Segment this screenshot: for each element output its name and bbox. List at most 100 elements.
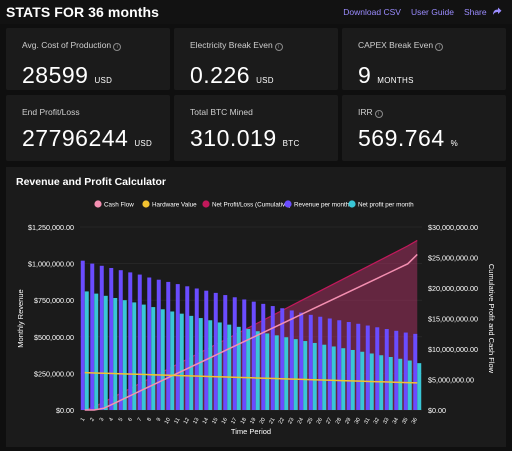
- legend-marker: [202, 200, 210, 208]
- net-profit-bar: [265, 333, 270, 410]
- y-tick-label: $250,000.00: [34, 369, 74, 378]
- net-profit-bar: [293, 339, 298, 410]
- stat-label: Avg. Cost of Production: [22, 40, 112, 50]
- x-tick-label: 17: [230, 417, 238, 425]
- x-tick-label: 22: [278, 417, 286, 425]
- stat-card-avg-cost: Avg. Cost of Production i 28599 USD: [6, 28, 170, 90]
- revenue-bar: [403, 332, 408, 410]
- revenue-bar: [280, 308, 285, 410]
- x-tick-label: 5: [118, 417, 125, 423]
- user-guide-link[interactable]: User Guide: [410, 6, 454, 17]
- net-profit-bar: [189, 315, 194, 410]
- x-tick-label: 21: [268, 417, 276, 425]
- legend-label: Net profit per month: [358, 202, 414, 209]
- net-profit-bar: [407, 360, 412, 410]
- net-profit-bar: [141, 304, 146, 410]
- net-profit-bar: [217, 322, 222, 410]
- revenue-bar: [156, 279, 161, 410]
- download-csv-link[interactable]: Download CSV: [343, 6, 401, 17]
- revenue-bar: [90, 263, 95, 410]
- stat-card-capex-break-even: CAPEX Break Even i 9 MONTHS: [342, 28, 506, 90]
- stat-label: CAPEX Break Even: [358, 40, 434, 50]
- revenue-bar: [346, 322, 351, 410]
- legend-marker: [142, 200, 150, 208]
- stat-unit: USD: [256, 76, 274, 85]
- revenue-bar: [308, 314, 313, 410]
- net-profit-bar: [312, 342, 317, 410]
- legend-label: Hardware Value: [152, 202, 197, 209]
- x-tick-label: 20: [259, 417, 267, 425]
- revenue-bar: [356, 323, 361, 410]
- x-tick-label: 2: [89, 417, 96, 423]
- revenue-bar: [394, 330, 399, 410]
- revenue-bar: [147, 277, 152, 410]
- cash-flow-line: [84, 253, 418, 411]
- header-links: Download CSV User Guide Share: [343, 6, 502, 17]
- page-title: STATS FOR 36 months: [6, 4, 160, 20]
- info-icon[interactable]: i: [113, 43, 122, 51]
- legend-marker: [94, 200, 102, 208]
- x-tick-label: 15: [211, 417, 219, 425]
- x-tick-label: 23: [287, 417, 295, 425]
- y2-tick-label: $20,000,000.00: [428, 284, 478, 293]
- x-tick-label: 3: [99, 417, 106, 423]
- x-tick-label: 28: [335, 417, 343, 425]
- info-icon[interactable]: i: [435, 43, 444, 51]
- x-tick-label: 34: [392, 417, 400, 425]
- revenue-bar: [413, 333, 418, 410]
- legend-label: Cash Flow: [104, 202, 134, 209]
- net-profit-bar: [322, 344, 327, 410]
- revenue-profit-chart[interactable]: $0.00 $250,000.00 $500,000.00 $750,000.00 $1…: [6, 167, 506, 447]
- x-tick-label: 29: [344, 417, 352, 425]
- stat-unit: USD: [134, 139, 153, 148]
- stat-unit: BTC: [282, 139, 300, 148]
- stat-card-total-btc: Total BTC Mined 310.019 BTC: [174, 95, 338, 161]
- info-icon[interactable]: i: [274, 43, 283, 51]
- stat-unit: USD: [94, 76, 113, 85]
- net-profit-bar: [227, 324, 232, 410]
- revenue-bar: [194, 288, 199, 410]
- legend-marker: [348, 200, 356, 208]
- net-profit-bar: [341, 348, 346, 410]
- x-tick-label: 9: [156, 417, 163, 423]
- stat-value: 28599: [22, 62, 89, 88]
- revenue-bar: [137, 274, 142, 410]
- x-tick-label: 27: [325, 417, 333, 425]
- net-profit-bar: [236, 326, 241, 410]
- net-profit-bar: [417, 363, 422, 410]
- y2-tick-label: $5,000,000.00: [428, 376, 474, 385]
- top-bar: STATS FOR 36 months Download CSV User Gu…: [0, 0, 512, 24]
- x-tick-label: 26: [316, 417, 324, 425]
- stat-label: Electricity Break Even: [190, 40, 273, 50]
- revenue-bar: [261, 303, 266, 410]
- revenue-bar: [299, 312, 304, 410]
- net-profit-bar: [331, 346, 336, 410]
- y-axis-title: Monthly Revenue: [16, 289, 25, 347]
- net-profit-bar: [379, 355, 384, 410]
- net-profit-bar: [350, 349, 355, 410]
- x-tick-label: 32: [373, 417, 381, 425]
- revenue-bar: [185, 286, 190, 410]
- revenue-bar: [384, 329, 389, 410]
- x-tick-label: 12: [183, 417, 191, 425]
- x-tick-label: 16: [221, 417, 229, 425]
- y2-tick-label: $0.00: [428, 406, 446, 415]
- x-tick-label: 33: [382, 417, 390, 425]
- y-tick-label: $0.00: [56, 406, 74, 415]
- share-button[interactable]: Share: [464, 6, 502, 17]
- y2-axis-title: Cumulative Profit and Cash Flow: [487, 264, 496, 374]
- net-profit-bar: [198, 318, 203, 410]
- stat-label: IRR: [358, 107, 373, 117]
- revenue-bar: [365, 325, 370, 410]
- x-tick-label: 35: [401, 417, 409, 425]
- revenue-bar: [251, 301, 256, 410]
- revenue-bar: [270, 306, 275, 410]
- y-tick-label: $500,000.00: [34, 333, 74, 342]
- revenue-bar: [327, 318, 332, 410]
- revenue-bar: [128, 272, 133, 410]
- info-icon[interactable]: i: [374, 110, 383, 118]
- chart-card: Revenue and Profit Calculator $0.00 $250,…: [6, 167, 506, 447]
- x-tick-label: 13: [192, 417, 200, 425]
- stat-card-irr: IRR i 569.764%: [342, 95, 506, 161]
- y2-tick-label: $15,000,000.00: [428, 315, 478, 324]
